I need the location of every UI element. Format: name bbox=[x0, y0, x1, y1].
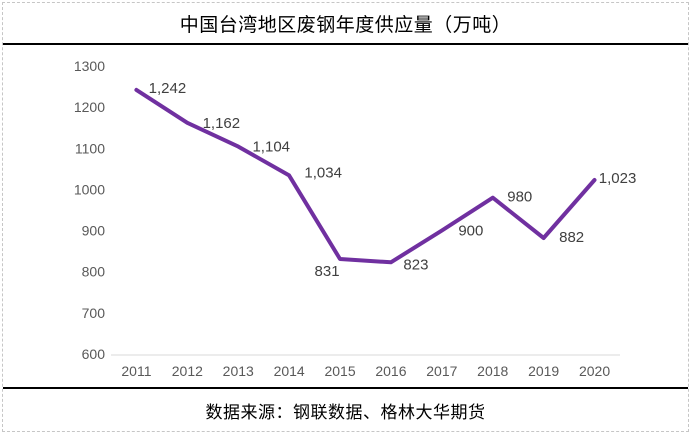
x-axis-tick-label: 2014 bbox=[274, 363, 305, 379]
data-point-label: 1,162 bbox=[203, 115, 241, 132]
x-axis-tick-label: 2011 bbox=[121, 363, 151, 379]
y-axis-tick-label: 900 bbox=[82, 223, 106, 239]
y-axis-tick-label: 600 bbox=[82, 346, 106, 362]
x-axis-tick-label: 2013 bbox=[223, 363, 254, 379]
chart-area: 1300 1200 1100 1000 900 800 700 600 2011 2012 2013… bbox=[3, 45, 688, 387]
data-source-note: 数据来源：钢联数据、格林大华期货 bbox=[3, 387, 688, 431]
y-axis-tick-label: 1300 bbox=[74, 58, 105, 74]
x-axis-tick-label: 2020 bbox=[579, 363, 610, 379]
x-axis-tick-label: 2017 bbox=[426, 363, 457, 379]
x-axis-tick-label: 2015 bbox=[324, 363, 355, 379]
data-point-label: 980 bbox=[507, 189, 532, 206]
x-axis-tick-label: 2012 bbox=[172, 363, 203, 379]
y-axis-tick-label: 800 bbox=[82, 264, 106, 280]
data-point-label: 831 bbox=[315, 263, 340, 280]
y-axis-tick-label: 1200 bbox=[74, 99, 105, 115]
y-axis-tick-label: 700 bbox=[82, 305, 106, 321]
data-point-label: 1,034 bbox=[304, 164, 342, 181]
data-point-label: 1,104 bbox=[252, 139, 290, 156]
x-axis-tick-label: 2019 bbox=[528, 363, 559, 379]
data-point-label: 882 bbox=[559, 229, 584, 246]
x-axis-tick-label: 2016 bbox=[375, 363, 406, 379]
data-point-label: 823 bbox=[403, 256, 428, 273]
series-line bbox=[134, 87, 597, 265]
chart-card: 中国台湾地区废钢年度供应量（万吨） 1300 1200 1100 1000 900 800… bbox=[2, 2, 689, 432]
chart-title: 中国台湾地区废钢年度供应量（万吨） bbox=[3, 3, 688, 45]
data-point-label: 900 bbox=[458, 223, 483, 240]
supply-line-chart: 1300 1200 1100 1000 900 800 700 600 2011 2012 2013… bbox=[74, 58, 637, 379]
y-axis-tick-label: 1100 bbox=[75, 140, 105, 156]
y-axis-tick-label: 1000 bbox=[74, 181, 105, 197]
data-point-label: 1,242 bbox=[149, 80, 187, 97]
data-point-label: 1,023 bbox=[599, 170, 637, 187]
x-axis-tick-label: 2018 bbox=[477, 363, 508, 379]
